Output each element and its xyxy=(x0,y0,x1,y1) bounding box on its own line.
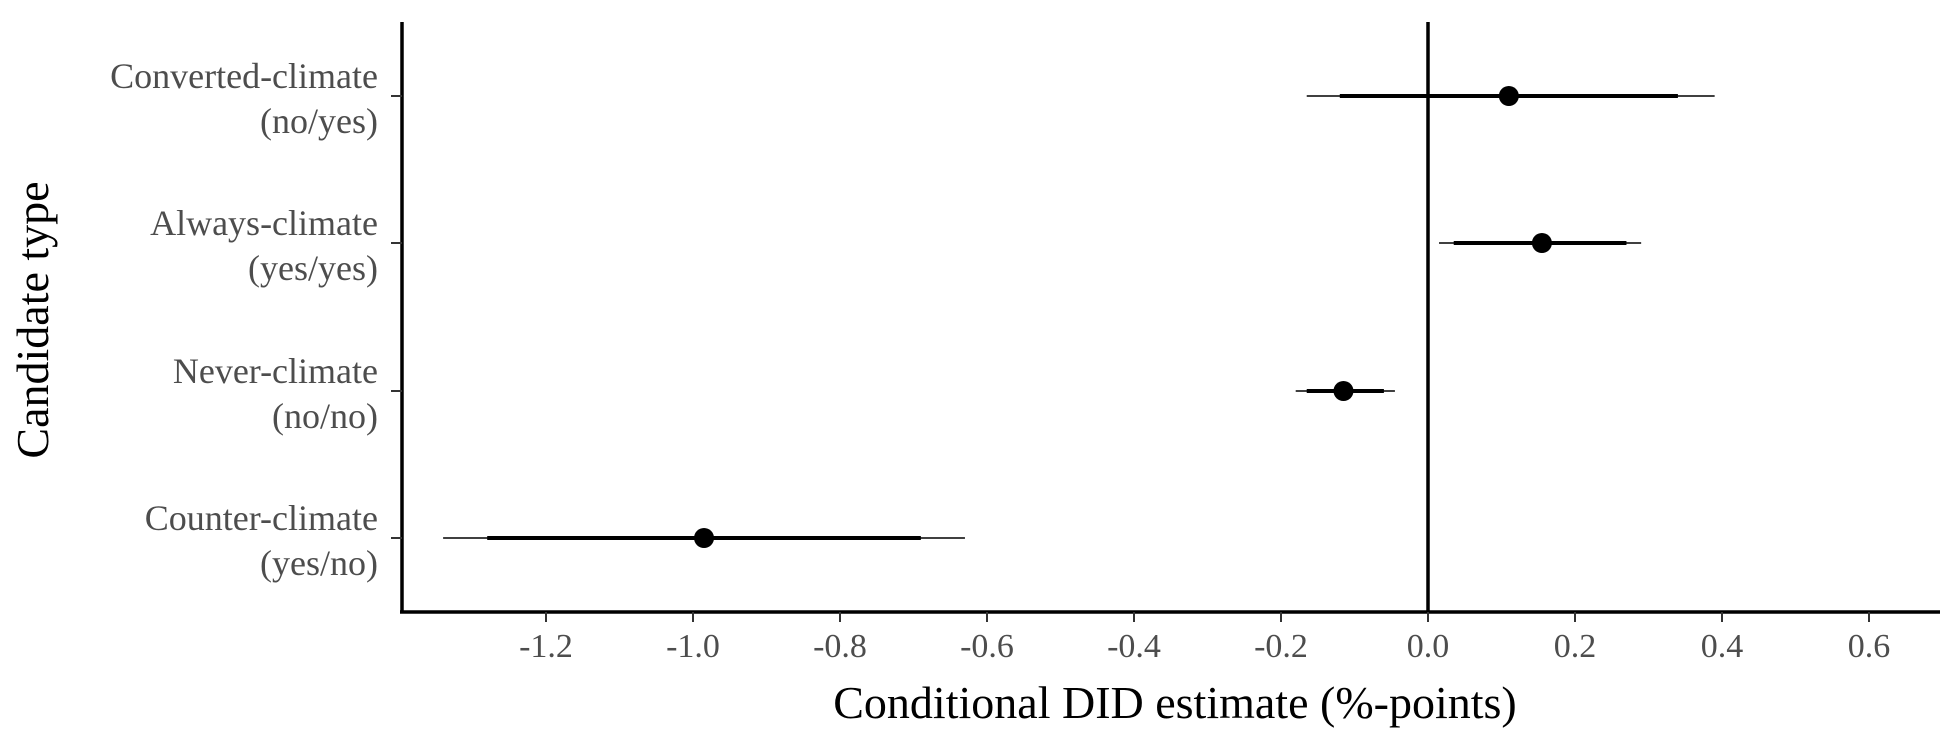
y-tick-label: Counter-climate xyxy=(145,498,378,538)
x-tick-label: -0.6 xyxy=(960,628,1014,665)
chart-marks: -1.2 -1.0 -0.8 -0.6 -0.4 -0.2 0.0 0.2 0.4 0.6 Conv… xyxy=(110,22,1940,665)
y-tick-label: (no/no) xyxy=(272,396,378,436)
x-tick-label: -1.2 xyxy=(519,628,573,665)
point-estimate xyxy=(1333,381,1354,401)
x-tick-label: -0.2 xyxy=(1254,628,1308,665)
x-tick-label: -1.0 xyxy=(666,628,720,665)
x-tick-label: -0.8 xyxy=(813,628,867,665)
x-tick-label: 0.2 xyxy=(1554,628,1597,665)
y-tick-label: (yes/yes) xyxy=(248,248,378,288)
x-tick-label: 0.0 xyxy=(1407,628,1450,665)
point-estimate xyxy=(1531,233,1552,253)
x-tick-label: 0.4 xyxy=(1701,628,1744,665)
y-tick-label: Always-climate xyxy=(150,203,378,243)
y-tick-label: (no/yes) xyxy=(260,101,378,141)
x-tick-label: 0.6 xyxy=(1848,628,1891,665)
y-tick-label: Never-climate xyxy=(173,351,378,391)
point-estimate xyxy=(1498,86,1519,106)
point-estimate xyxy=(694,528,715,548)
x-axis-title: Conditional DID estimate (%-points) xyxy=(833,677,1517,728)
x-tick-label: -0.4 xyxy=(1107,628,1161,665)
y-tick-label: Converted-climate xyxy=(110,56,378,96)
y-tick-label: (yes/no) xyxy=(260,543,378,583)
y-axis-title: Candidate type xyxy=(7,181,58,458)
